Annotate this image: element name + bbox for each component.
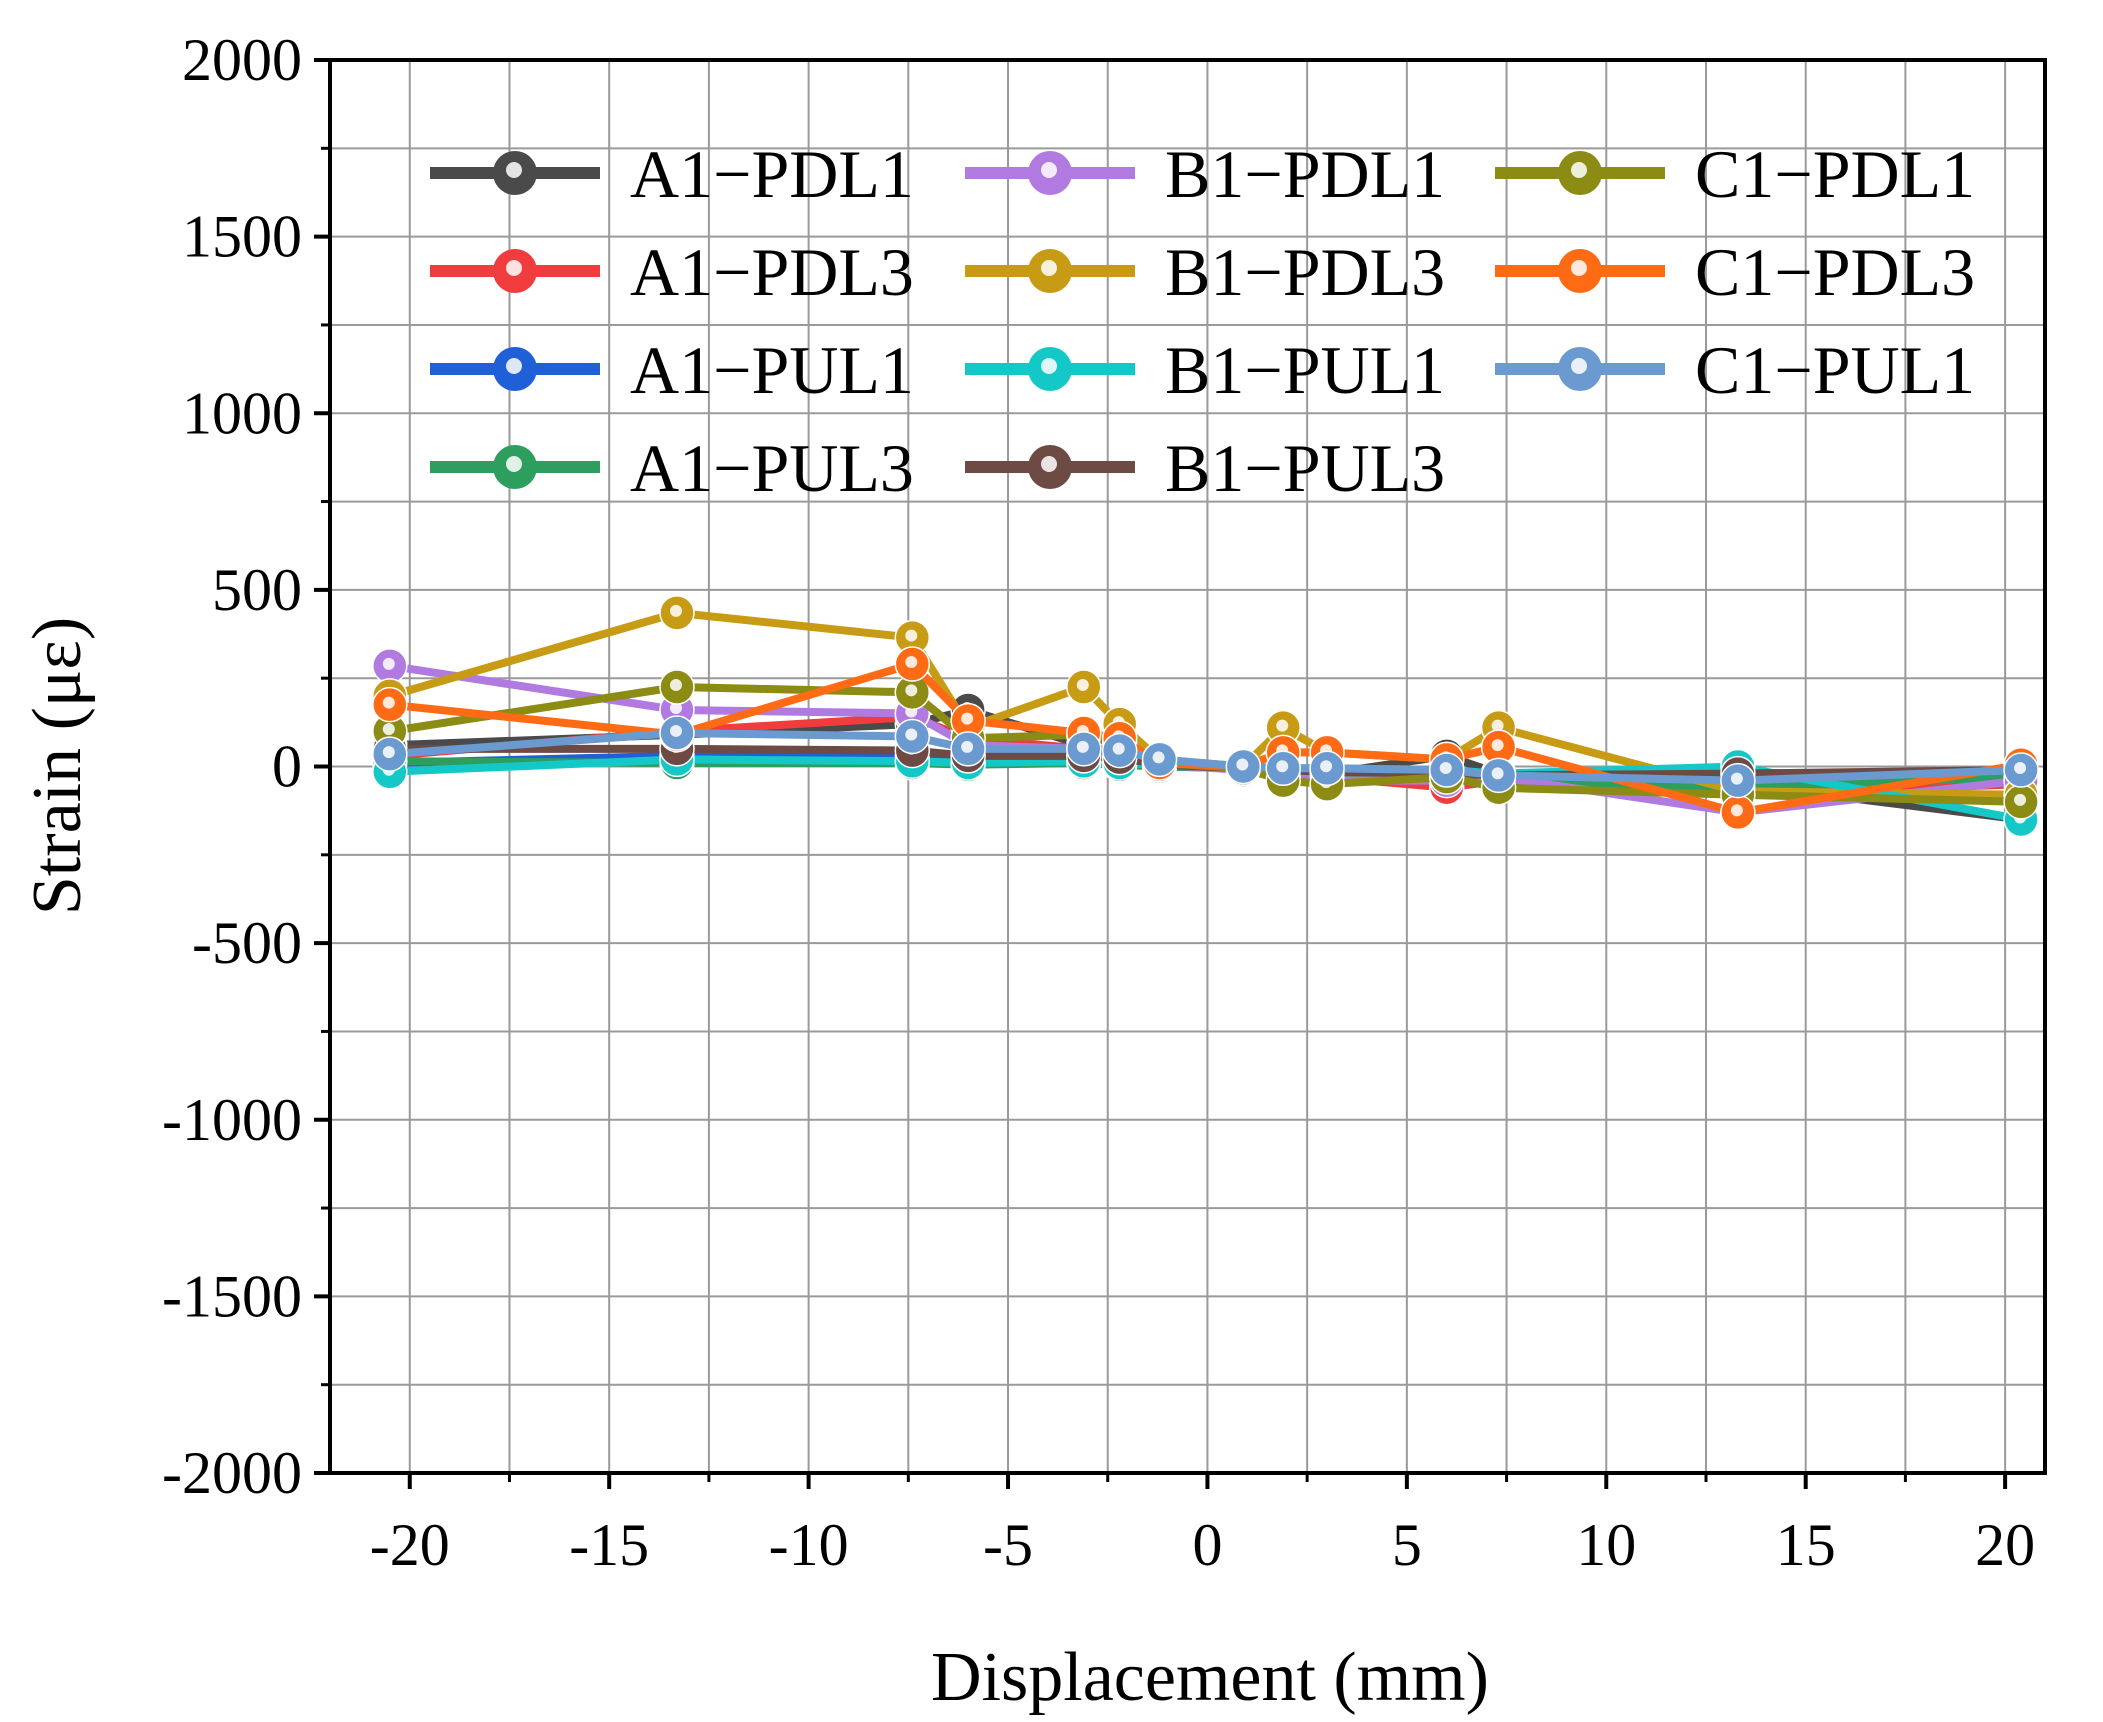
legend-label: B1−PUL1 — [1165, 332, 1445, 408]
data-point-highlight — [905, 656, 918, 669]
legend-swatch-highlight — [1041, 162, 1057, 178]
legend-label: B1−PDL3 — [1165, 234, 1445, 310]
data-point-highlight — [669, 604, 682, 617]
y-tick-label: -2000 — [162, 1440, 302, 1506]
data-point-highlight — [2014, 762, 2027, 775]
y-tick-label: 2000 — [182, 27, 302, 93]
x-axis-title: Displacement (mm) — [931, 1639, 1489, 1716]
data-point-highlight — [1076, 679, 1089, 692]
data-point-highlight — [1236, 758, 1249, 771]
legend-swatch-highlight — [1571, 358, 1587, 374]
data-point-highlight — [961, 712, 974, 725]
legend-item: A1−PUL3 — [430, 430, 914, 506]
data-point-highlight — [1439, 762, 1452, 775]
legend-label: A1−PUL1 — [630, 332, 914, 408]
ticks: -20 -15 -10 -5 0 5 10 15 20 2000 1500 1000 500 0 -500 -… — [162, 27, 2035, 1578]
legend-label: C1−PDL3 — [1695, 234, 1975, 310]
legend-label: A1−PUL3 — [630, 430, 914, 506]
x-tick-label: -15 — [569, 1512, 649, 1578]
legend-item: C1−PUL1 — [1495, 332, 1975, 408]
data-point-highlight — [1491, 767, 1504, 780]
series-group — [372, 715, 2039, 799]
data-point-highlight — [1320, 760, 1333, 773]
data-point-highlight — [905, 629, 918, 642]
legend-item: B1−PUL1 — [965, 332, 1445, 408]
legend-label: B1−PDL1 — [1165, 136, 1445, 212]
legend-label: A1−PDL1 — [630, 136, 914, 212]
y-tick-label: -500 — [192, 910, 302, 976]
data-point-highlight — [1276, 719, 1289, 732]
y-tick-label: 1000 — [182, 380, 302, 446]
legend-item: A1−PDL1 — [430, 136, 914, 212]
data-point-highlight — [1491, 739, 1504, 752]
legend-swatch-highlight — [1041, 358, 1057, 374]
legend-label: C1−PDL1 — [1695, 136, 1975, 212]
legend-item: B1−PDL1 — [965, 136, 1445, 212]
series-layer — [372, 595, 2039, 838]
y-tick-label: -1000 — [162, 1087, 302, 1153]
x-tick-label: 10 — [1576, 1512, 1636, 1578]
data-point-highlight — [1730, 772, 1743, 785]
legend-swatch-highlight — [1041, 456, 1057, 472]
legend-item: B1−PUL3 — [965, 430, 1445, 506]
data-point-highlight — [382, 723, 395, 736]
legend-item: C1−PDL1 — [1495, 136, 1975, 212]
data-point-highlight — [961, 740, 974, 753]
legend-label: B1−PUL3 — [1165, 430, 1445, 506]
y-tick-label: 500 — [212, 557, 302, 623]
data-point-highlight — [905, 684, 918, 697]
legend-label: A1−PDL3 — [630, 234, 914, 310]
data-point-highlight — [669, 679, 682, 692]
data-point-highlight — [2014, 793, 2027, 806]
data-point-highlight — [1152, 751, 1165, 764]
legend-item: B1−PDL3 — [965, 234, 1445, 310]
x-tick-label: -5 — [983, 1512, 1033, 1578]
legend-swatch-highlight — [1571, 162, 1587, 178]
x-tick-label: 5 — [1392, 1512, 1422, 1578]
legend-item: C1−PDL3 — [1495, 234, 1975, 310]
x-tick-label: 20 — [1975, 1512, 2035, 1578]
data-point-highlight — [1112, 742, 1125, 755]
y-tick-label: -1500 — [162, 1263, 302, 1329]
data-point-highlight — [905, 728, 918, 741]
data-point-highlight — [382, 657, 395, 670]
y-tick-label: 1500 — [182, 204, 302, 270]
x-tick-label: 0 — [1192, 1512, 1222, 1578]
data-point-highlight — [1076, 740, 1089, 753]
data-point-highlight — [1730, 804, 1743, 817]
legend: A1−PDL1 A1−PDL3 A1−PUL1 A1−PUL3 B1−PDL1 B1−PD… — [430, 136, 1975, 506]
legend-swatch-highlight — [1571, 260, 1587, 276]
x-tick-label: -10 — [769, 1512, 849, 1578]
y-axis-title: Strain (με) — [19, 617, 96, 915]
legend-item: A1−PDL3 — [430, 234, 914, 310]
data-point-highlight — [669, 724, 682, 737]
data-point-highlight — [382, 746, 395, 759]
x-tick-label: -20 — [370, 1512, 450, 1578]
data-point-highlight — [382, 696, 395, 709]
data-point-highlight — [1491, 719, 1504, 732]
legend-swatch-highlight — [506, 162, 522, 178]
legend-swatch-highlight — [1041, 260, 1057, 276]
legend-swatch-highlight — [506, 358, 522, 374]
legend-swatch-highlight — [506, 456, 522, 472]
y-tick-label: 0 — [272, 734, 302, 800]
data-point-highlight — [669, 701, 682, 714]
legend-item: A1−PUL1 — [430, 332, 914, 408]
legend-swatch-highlight — [506, 260, 522, 276]
data-point-highlight — [1276, 760, 1289, 773]
legend-label: C1−PUL1 — [1695, 332, 1975, 408]
x-tick-label: 15 — [1776, 1512, 1836, 1578]
